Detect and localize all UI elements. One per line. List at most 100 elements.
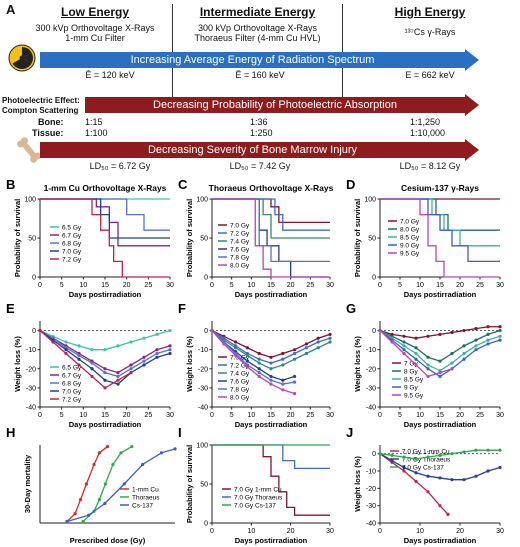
legend-label-C: 7.4 Gy	[230, 239, 250, 246]
x-tick-label-I: 0	[210, 528, 214, 535]
data-point-J	[378, 452, 382, 456]
x-tick-label-D: 0	[378, 282, 382, 289]
ratio-bone-low: 1:15	[85, 117, 103, 127]
col-mid-title: Intermediate Energy	[199, 5, 316, 19]
x-tick-label-G: 20	[456, 412, 464, 419]
y-tick-label-G: -30	[366, 385, 376, 392]
panel-letter-G: G	[346, 301, 356, 316]
data-point-J	[462, 450, 466, 454]
series-line-I	[212, 444, 330, 516]
energy-mid: Ē = 160 keV	[235, 70, 285, 80]
data-point-J	[462, 478, 466, 482]
col-mid-line1: 300 kVp Orthovoltage X-Rays	[197, 23, 318, 33]
data-point-F	[257, 367, 261, 371]
data-point-E	[90, 367, 94, 371]
x-tick-label-C: 30	[326, 282, 334, 289]
panel-letter-A: A	[6, 2, 16, 17]
data-point-F	[293, 374, 297, 379]
data-point-E	[103, 371, 107, 375]
data-point-E	[64, 351, 68, 356]
data-point-G	[426, 367, 430, 371]
data-point-E	[142, 355, 146, 359]
y-tick-label-F: -40	[198, 405, 208, 412]
col-low: Low Energy 300 kVp Orthovoltage X-Rays 1…	[20, 5, 170, 43]
chart-title-C: Thoraeus Orthovoltage X-Rays	[209, 183, 334, 193]
data-point-G	[498, 334, 502, 338]
side-label-compton: Compton Scattering	[2, 106, 79, 115]
data-point-H	[130, 444, 134, 449]
x-tick-label-I: 10	[247, 528, 255, 535]
data-point-F	[245, 346, 249, 350]
series-line-G	[379, 326, 500, 339]
data-point-G	[402, 334, 406, 338]
x-axis-label-F: Days postirradiation	[235, 420, 308, 429]
data-point-H	[81, 519, 85, 524]
data-point-F	[257, 361, 261, 365]
ld50-mid: LD₅₀ = 7.42 Gy	[229, 161, 291, 171]
y-tick-label-E: -10	[26, 347, 36, 354]
x-tick-label-F: 15	[267, 412, 275, 419]
x-axis-label-J: Days postirradiation	[404, 536, 477, 545]
legend-label-J: 7.0 Gy Thoraeus	[402, 457, 451, 464]
data-point-G	[426, 374, 430, 379]
panel-letter-I: I	[178, 425, 182, 440]
data-point-G	[414, 336, 418, 340]
legend-label-G: 7 Gy	[404, 361, 418, 368]
data-point-J	[450, 478, 454, 482]
x-axis-label-G: Days postirradiation	[404, 420, 477, 429]
data-point-H	[119, 451, 123, 455]
data-point-F	[328, 336, 332, 340]
legend-label-B: 7.2 Gy	[62, 257, 82, 264]
data-point-G	[462, 328, 466, 333]
y-tick-label-J: -20	[366, 486, 376, 493]
data-point-E	[90, 348, 94, 352]
data-point-E	[142, 363, 146, 367]
data-point-J	[426, 490, 430, 494]
legend-label-E: 7.0 Gy	[62, 389, 82, 396]
legend-label-B: 7.0 Gy	[62, 249, 82, 256]
data-point-J	[446, 512, 450, 516]
data-point-J	[498, 448, 502, 452]
x-tick-label-D: 30	[496, 282, 504, 289]
x-tick-label-J: 20	[456, 528, 464, 535]
data-point-G	[414, 351, 418, 356]
panel-letter-D: D	[346, 177, 355, 192]
data-point-G	[474, 344, 478, 348]
legend-label-I: 7.0 Gy 1-mm Cu	[234, 487, 282, 494]
y-tick-label-I: 100	[196, 443, 208, 450]
data-point-F	[293, 380, 297, 384]
col-mid-line2: Thoraeus Filter (4-mm Cu HVL)	[194, 33, 321, 43]
data-point-F	[281, 363, 285, 367]
data-point-J	[486, 448, 490, 452]
y-tick-label-F: -20	[198, 366, 208, 373]
legend-label-E: 7.2 Gy	[62, 397, 82, 404]
side-label-photoelectric: Photoelectric Effect:	[2, 96, 80, 105]
x-tick-label-D: 5	[398, 282, 402, 289]
data-point-H	[97, 451, 101, 455]
data-point-F	[257, 374, 261, 379]
x-tick-label-E: 5	[60, 412, 64, 419]
y-tick-label-E: -30	[26, 385, 36, 392]
x-tick-label-G: 15	[436, 412, 444, 419]
data-point-F	[269, 374, 273, 379]
x-tick-label-E: 30	[166, 412, 174, 419]
data-point-G	[462, 357, 466, 361]
y-axis-label-B: Probability of survival	[13, 199, 22, 277]
arrow-energy: Increasing Average Energy of Radiation S…	[40, 49, 479, 71]
data-point-G	[486, 332, 490, 336]
data-point-G	[438, 374, 442, 379]
chart-title-B: 1-mm Cu Orthovoltage X-Rays	[44, 183, 167, 193]
legend-label-J: 7.0 Gy 1-mm Cu	[402, 449, 450, 456]
data-point-E	[103, 348, 107, 352]
x-tick-label-I: 30	[326, 528, 334, 535]
data-point-F	[245, 353, 249, 357]
y-tick-label-G: 0	[372, 328, 376, 335]
legend-label-D: 9.5 Gy	[400, 251, 420, 258]
data-point-F	[293, 348, 297, 352]
data-point-E	[129, 340, 133, 344]
y-tick-label-D: 100	[364, 197, 376, 204]
y-tick-label-I: 50	[200, 482, 208, 489]
data-point-E	[90, 361, 94, 365]
legend-label-H: Cs-137	[132, 503, 153, 510]
data-point-E	[38, 328, 42, 333]
